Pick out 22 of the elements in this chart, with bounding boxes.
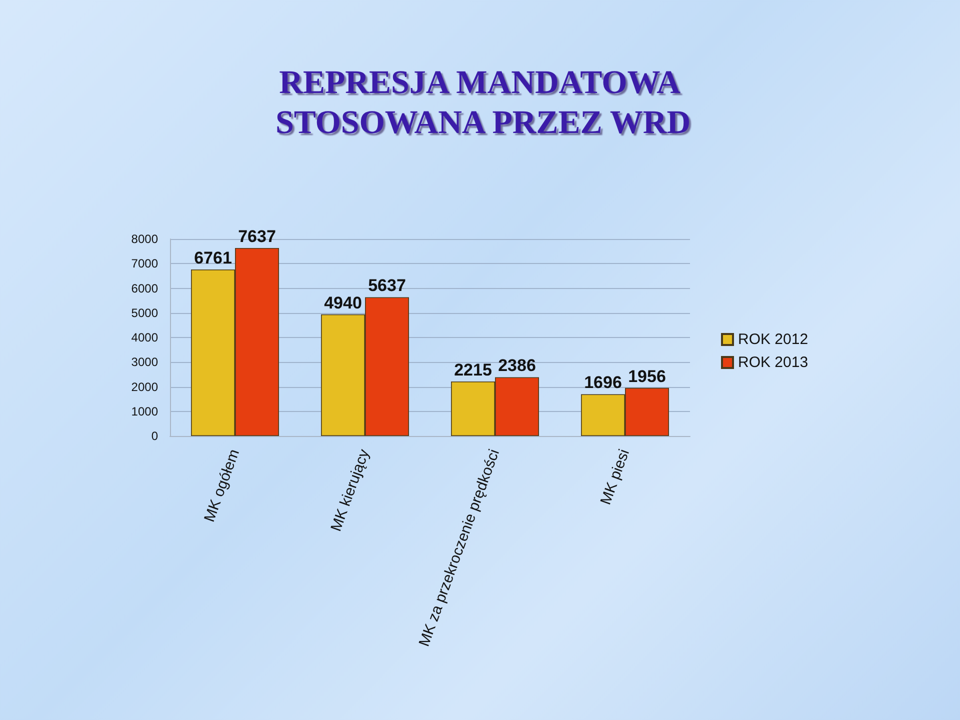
legend-label: ROK 2012 [738, 331, 808, 348]
data-label: 5637 [368, 276, 406, 296]
data-label: 6761 [194, 248, 232, 268]
data-label: 4940 [324, 293, 362, 312]
data-label: 7637 [238, 226, 276, 246]
x-tick-label: MK piesi [597, 447, 633, 507]
y-tick-label: 7000 [131, 256, 158, 271]
y-tick-label: 4000 [131, 330, 158, 344]
y-tick-label: 5000 [131, 306, 158, 320]
y-tick-label: 3000 [131, 355, 158, 370]
legend-label: ROK 2013 [738, 354, 808, 371]
data-label: 1696 [584, 373, 622, 392]
y-tick-label: 1000 [131, 404, 158, 418]
y-tick-label: 0 [151, 429, 158, 443]
chart-title: REPRESJA MANDATOWA STOSOWANA PRZEZ WRD [275, 65, 691, 141]
data-label: 2386 [498, 356, 536, 376]
data-label: 1956 [628, 366, 666, 386]
y-tick-label: 8000 [131, 232, 158, 246]
y-tick-label: 2000 [131, 380, 158, 394]
data-label: 2215 [454, 360, 492, 380]
x-tick-label: MK ogółem [201, 447, 243, 524]
y-tick-label: 6000 [131, 281, 158, 296]
